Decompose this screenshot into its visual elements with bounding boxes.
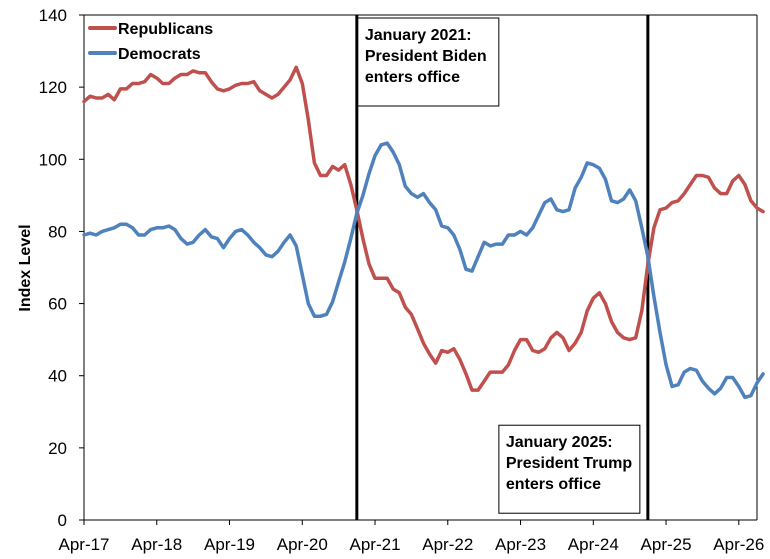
annotation-frame bbox=[357, 17, 500, 107]
x-tick-label: Apr-23 bbox=[495, 535, 546, 554]
annotation-text: President Trump bbox=[506, 455, 632, 472]
x-tick-label: Apr-24 bbox=[568, 535, 619, 554]
y-tick-label: 0 bbox=[58, 511, 67, 530]
y-tick-label: 80 bbox=[48, 222, 67, 241]
y-tick-label: 40 bbox=[48, 367, 67, 386]
series-lines bbox=[82, 65, 765, 400]
annotation-text: President Biden bbox=[365, 48, 487, 65]
y-axis-title: Index Level bbox=[17, 224, 34, 311]
y-tick-label: 120 bbox=[39, 78, 67, 97]
x-tick-label: Apr-18 bbox=[131, 535, 182, 554]
annotation-frame bbox=[498, 424, 641, 514]
y-tick-label: 100 bbox=[39, 150, 67, 169]
x-tick-label: Apr-26 bbox=[713, 535, 764, 554]
x-tick-label: Apr-17 bbox=[58, 535, 109, 554]
y-axis-ticks: 0 20 40 60 80 100 120 140 bbox=[39, 6, 84, 530]
legend-label: Democrats bbox=[118, 46, 201, 63]
y-tick-label: 140 bbox=[39, 6, 67, 25]
annotation-text: January 2025: bbox=[506, 434, 613, 451]
x-tick-label: Apr-21 bbox=[350, 535, 401, 554]
annotation-box-1: January 2021: President Biden enters offic… bbox=[357, 17, 500, 107]
annotation-text: enters office bbox=[365, 69, 460, 86]
legend: Republicans Democrats bbox=[88, 21, 213, 63]
x-tick-label: Apr-25 bbox=[641, 535, 692, 554]
annotation-text: enters office bbox=[506, 476, 601, 493]
x-axis-ticks: Apr-17 Apr-18 Apr-19 Apr-20 Apr-21 Apr-22 Apr-… bbox=[58, 520, 764, 554]
x-tick-label: Apr-20 bbox=[277, 535, 328, 554]
annotations: January 2021: President Biden enters offic… bbox=[357, 17, 641, 514]
y-tick-label: 60 bbox=[48, 295, 67, 314]
series-line-republicans bbox=[82, 65, 765, 392]
axes bbox=[83, 14, 758, 521]
x-tick-label: Apr-19 bbox=[204, 535, 255, 554]
y-tick-label: 20 bbox=[48, 439, 67, 458]
annotation-box-2: January 2025: President Trump enters offic… bbox=[498, 424, 641, 514]
series-line-democrats bbox=[82, 141, 765, 400]
legend-label: Republicans bbox=[118, 21, 213, 38]
x-tick-label: Apr-22 bbox=[422, 535, 473, 554]
annotation-text: January 2021: bbox=[365, 27, 472, 44]
